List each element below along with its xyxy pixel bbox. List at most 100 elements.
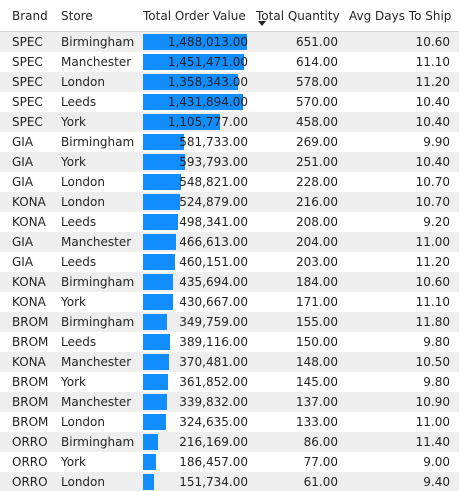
table-row[interactable]: KONA York 430,667.00 171.00 11.10 [0, 292, 459, 312]
cell-total-order-value: 548,821.00 [143, 175, 248, 189]
cell-avg-days-to-ship: 10.50 [415, 355, 450, 369]
table-row[interactable]: SPEC London 1,358,343.00 578.00 11.20 [0, 72, 459, 92]
column-header-brand[interactable]: Brand [12, 9, 48, 23]
cell-brand: BROM [12, 395, 49, 409]
cell-brand: SPEC [12, 95, 43, 109]
cell-avg-days-to-ship: 9.20 [423, 215, 450, 229]
cell-total-order-value-text: 1,488,013.00 [167, 35, 248, 49]
cell-total-order-value: 349,759.00 [143, 315, 248, 329]
cell-store: Manchester [61, 395, 132, 409]
data-bar [143, 294, 173, 310]
cell-total-order-value-text: 524,879.00 [179, 195, 248, 209]
cell-avg-days-to-ship: 10.40 [415, 115, 450, 129]
cell-total-quantity: 204.00 [296, 235, 338, 249]
scrollbar-thumb[interactable] [461, 34, 466, 234]
cell-total-order-value: 361,852.00 [143, 375, 248, 389]
cell-store: York [61, 155, 86, 169]
cell-total-order-value: 339,832.00 [143, 395, 248, 409]
cell-total-order-value: 151,734.00 [143, 475, 248, 489]
cell-total-order-value-text: 216,169.00 [179, 435, 248, 449]
cell-total-order-value: 466,613.00 [143, 235, 248, 249]
cell-avg-days-to-ship: 11.10 [415, 55, 450, 69]
cell-total-quantity: 77.00 [303, 455, 338, 469]
vertical-scrollbar[interactable] [459, 0, 468, 491]
data-bar [143, 454, 156, 470]
table-row[interactable]: GIA Manchester 466,613.00 204.00 11.00 [0, 232, 459, 252]
table-row[interactable]: SPEC Leeds 1,431,894.00 570.00 10.40 [0, 92, 459, 112]
cell-store: Manchester [61, 55, 132, 69]
table-row[interactable]: BROM Birmingham 349,759.00 155.00 11.80 [0, 312, 459, 332]
cell-total-order-value: 1,488,013.00 [143, 35, 248, 49]
cell-store: Manchester [61, 235, 132, 249]
cell-avg-days-to-ship: 11.10 [415, 295, 450, 309]
cell-brand: SPEC [12, 115, 43, 129]
cell-total-order-value: 1,105,777.00 [143, 115, 248, 129]
table-row[interactable]: BROM London 324,635.00 133.00 11.00 [0, 412, 459, 432]
table-row[interactable]: SPEC Birmingham 1,488,013.00 651.00 10.60 [0, 32, 459, 52]
table-row[interactable]: KONA Birmingham 435,694.00 184.00 10.60 [0, 272, 459, 292]
cell-total-quantity: 150.00 [296, 335, 338, 349]
cell-total-order-value: 524,879.00 [143, 195, 248, 209]
cell-brand: BROM [12, 335, 49, 349]
sort-descending-icon[interactable] [258, 21, 266, 26]
cell-total-quantity: 184.00 [296, 275, 338, 289]
table-row[interactable]: GIA Birmingham 581,733.00 269.00 9.90 [0, 132, 459, 152]
cell-total-order-value: 435,694.00 [143, 275, 248, 289]
cell-total-quantity: 133.00 [296, 415, 338, 429]
table-row[interactable]: GIA London 548,821.00 228.00 10.70 [0, 172, 459, 192]
cell-store: York [61, 455, 86, 469]
column-header-total-order-value[interactable]: Total Order Value [143, 9, 246, 23]
cell-total-quantity: 171.00 [296, 295, 338, 309]
column-header-total-quantity[interactable]: Total Quantity [256, 9, 340, 23]
column-header-store[interactable]: Store [61, 9, 93, 23]
table-row[interactable]: SPEC York 1,105,777.00 458.00 10.40 [0, 112, 459, 132]
table-row[interactable]: ORRO Birmingham 216,169.00 86.00 11.40 [0, 432, 459, 452]
table-row[interactable]: ORRO York 186,457.00 77.00 9.00 [0, 452, 459, 472]
data-bar [143, 394, 167, 410]
cell-brand: ORRO [12, 455, 48, 469]
cell-total-order-value: 324,635.00 [143, 415, 248, 429]
cell-store: London [61, 415, 105, 429]
cell-store: York [61, 375, 86, 389]
cell-total-order-value-text: 324,635.00 [179, 415, 248, 429]
cell-total-order-value: 1,358,343.00 [143, 75, 248, 89]
table-row[interactable]: GIA York 593,793.00 251.00 10.40 [0, 152, 459, 172]
cell-avg-days-to-ship: 10.70 [415, 195, 450, 209]
cell-avg-days-to-ship: 11.20 [415, 255, 450, 269]
cell-avg-days-to-ship: 9.80 [423, 375, 450, 389]
cell-store: Leeds [61, 215, 97, 229]
table-body: SPEC Birmingham 1,488,013.00 651.00 10.60 SPE… [0, 32, 459, 491]
cell-store: Leeds [61, 335, 97, 349]
table-row[interactable]: BROM Manchester 339,832.00 137.00 10.90 [0, 392, 459, 412]
data-bar [143, 434, 158, 450]
cell-total-order-value: 1,431,894.00 [143, 95, 248, 109]
data-bar [143, 374, 168, 390]
data-bar [143, 474, 154, 490]
cell-brand: GIA [12, 135, 34, 149]
data-bar [143, 114, 220, 130]
cell-total-order-value-text: 466,613.00 [179, 235, 248, 249]
cell-brand: GIA [12, 155, 34, 169]
data-bar [143, 274, 173, 290]
cell-brand: SPEC [12, 75, 43, 89]
cell-total-order-value-text: 498,341.00 [179, 215, 248, 229]
cell-total-order-value-text: 361,852.00 [179, 375, 248, 389]
table-row[interactable]: ORRO London 151,734.00 61.00 9.40 [0, 472, 459, 491]
table-row[interactable]: SPEC Manchester 1,451,471.00 614.00 11.10 [0, 52, 459, 72]
table-row[interactable]: GIA Leeds 460,151.00 203.00 11.20 [0, 252, 459, 272]
cell-brand: BROM [12, 375, 49, 389]
data-bar [143, 334, 170, 350]
cell-total-order-value: 593,793.00 [143, 155, 248, 169]
column-header-avg-days-to-ship[interactable]: Avg Days To Ship [349, 9, 452, 23]
table-row[interactable]: KONA London 524,879.00 216.00 10.70 [0, 192, 459, 212]
cell-total-quantity: 208.00 [296, 215, 338, 229]
table-row[interactable]: KONA Manchester 370,481.00 148.00 10.50 [0, 352, 459, 372]
table-row[interactable]: KONA Leeds 498,341.00 208.00 9.20 [0, 212, 459, 232]
cell-store: York [61, 115, 86, 129]
cell-total-quantity: 203.00 [296, 255, 338, 269]
table-row[interactable]: BROM York 361,852.00 145.00 9.80 [0, 372, 459, 392]
cell-total-order-value-text: 460,151.00 [179, 255, 248, 269]
table-row[interactable]: BROM Leeds 389,116.00 150.00 9.80 [0, 332, 459, 352]
cell-avg-days-to-ship: 10.90 [415, 395, 450, 409]
cell-avg-days-to-ship: 10.60 [415, 275, 450, 289]
